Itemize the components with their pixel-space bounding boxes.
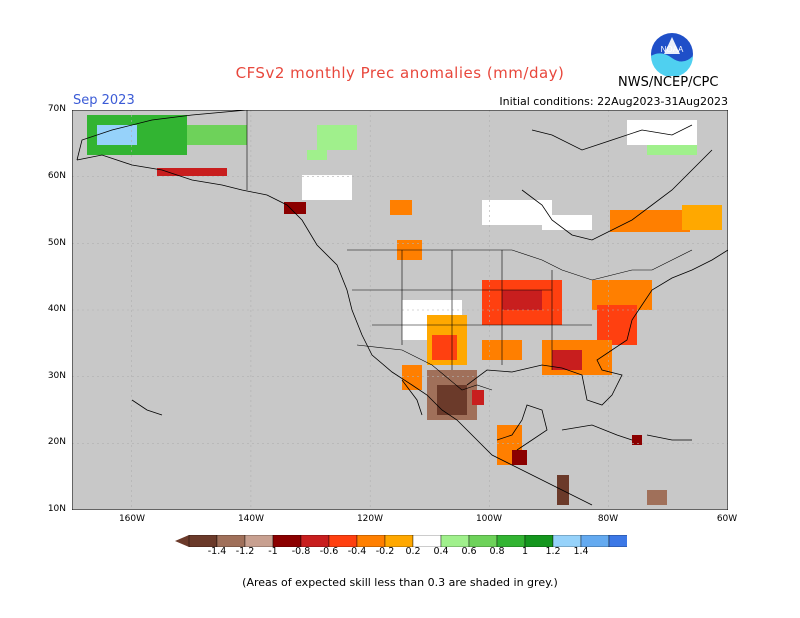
lat-label: 40N [47, 304, 66, 314]
svg-text:NOAA: NOAA [661, 45, 684, 54]
lon-label: 140W [237, 514, 265, 524]
border-lines [246, 110, 693, 391]
initial-conditions: Initial conditions: 22Aug2023-31Aug2023 [499, 95, 728, 108]
legend-arrow-left [175, 535, 189, 547]
agency-label: NWS/NCEP/CPC [618, 75, 719, 90]
lon-label: 160W [118, 514, 146, 524]
legend-label: 0.2 [405, 546, 421, 557]
map-title: CFSv2 monthly Prec anomalies (mm/day) [235, 64, 565, 82]
skill-footnote: (Areas of expected skill less than 0.3 a… [242, 576, 558, 589]
legend-label: -1 [268, 546, 278, 557]
lat-label: 70N [47, 104, 66, 114]
map-grid-lines [72, 110, 728, 510]
legend-label: 1.2 [545, 546, 561, 557]
legend-swatch [608, 535, 627, 547]
lon-label: 80W [597, 514, 619, 524]
lon-label: 120W [356, 514, 384, 524]
legend-label: -0.8 [291, 546, 311, 557]
legend-label: 1 [521, 546, 529, 557]
legend-label: -0.6 [319, 546, 339, 557]
lon-label: 100W [475, 514, 503, 524]
legend-label: 0.4 [433, 546, 449, 557]
forecast-month: Sep 2023 [73, 93, 135, 108]
legend-label: -1.4 [207, 546, 227, 557]
lon-label: 60W [716, 514, 738, 524]
legend-label: 0.6 [461, 546, 477, 557]
color-legend [175, 535, 627, 547]
coastlines [76, 110, 728, 506]
noaa-logo: NOAA [651, 33, 693, 76]
legend-label: -1.2 [235, 546, 255, 557]
lat-label: 60N [47, 171, 66, 181]
legend-label: 1.4 [573, 546, 589, 557]
legend-label: -0.2 [375, 546, 395, 557]
legend-label: 0.8 [489, 546, 505, 557]
lat-label: 50N [47, 238, 66, 248]
lat-label: 30N [47, 371, 66, 381]
forecast-map [72, 110, 728, 510]
lat-label: 10N [47, 504, 66, 514]
lat-label: 20N [47, 437, 66, 447]
legend-label: -0.4 [347, 546, 367, 557]
